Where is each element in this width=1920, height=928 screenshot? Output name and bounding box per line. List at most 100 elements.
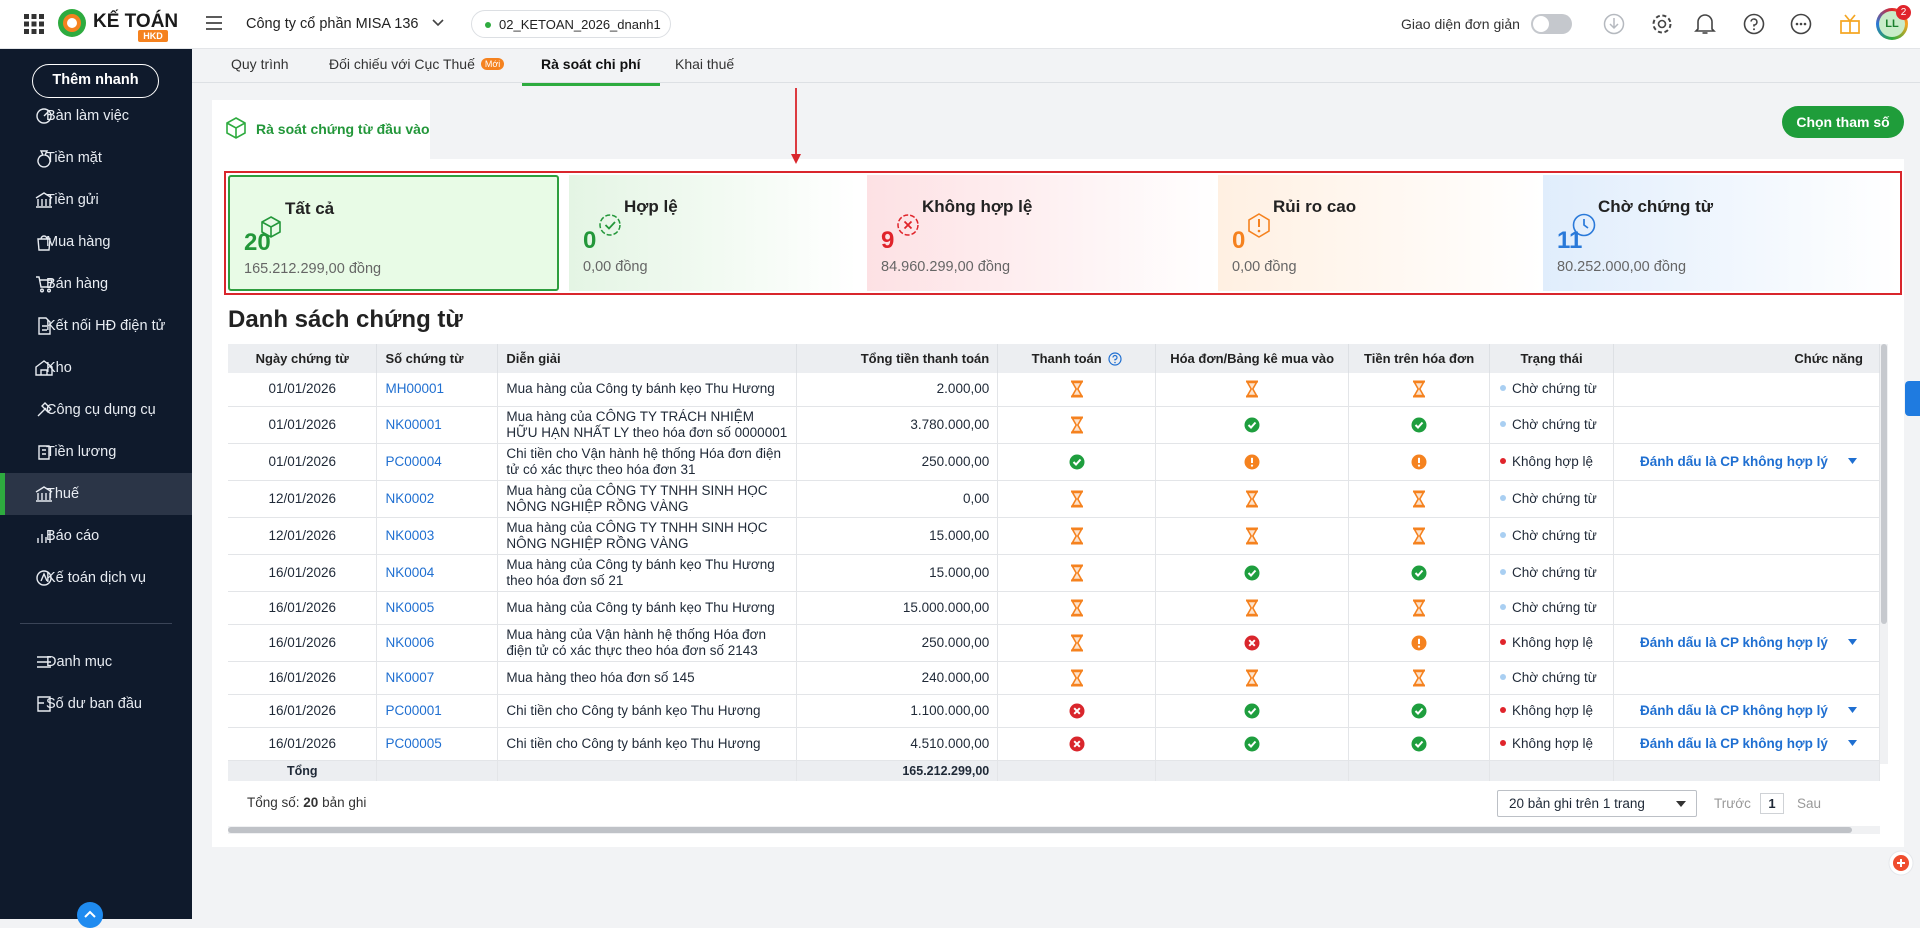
sidebar-item[interactable]: Tiền mặt — [0, 137, 192, 179]
icon-part — [1068, 453, 1086, 471]
voucher-link[interactable]: NK0007 — [385, 670, 434, 685]
sidebar-item[interactable]: Bàn làm việc — [0, 95, 192, 137]
voucher-link[interactable]: NK0006 — [385, 635, 434, 650]
sidebar-item[interactable]: Bán hàng — [0, 263, 192, 305]
table-row[interactable]: 16/01/2026NK0004Mua hàng của Công ty bán… — [228, 554, 1880, 591]
table-row[interactable]: 01/01/2026PC00004Chi tiền cho Vận hành h… — [228, 443, 1880, 480]
sidebar-item[interactable]: Mua hàng — [0, 221, 192, 263]
record-number: 20 — [303, 795, 318, 810]
table-row[interactable]: 01/01/2026NK00001Mua hàng của CÔNG TY TR… — [228, 406, 1880, 443]
cell-invoice — [1156, 517, 1349, 554]
sidebar-item[interactable]: Công cụ dụng cụ — [0, 389, 192, 431]
voucher-link[interactable]: NK0005 — [385, 600, 434, 615]
icon-part — [1068, 599, 1086, 617]
table-row[interactable]: 12/01/2026NK0002Mua hàng của CÔNG TY TNH… — [228, 480, 1880, 517]
voucher-link[interactable]: PC00004 — [385, 454, 441, 469]
tab[interactable]: Rà soát chi phí — [541, 56, 641, 72]
subtab[interactable]: Rà soát chứng từ đầu vào — [212, 100, 430, 159]
help-icon[interactable] — [1743, 13, 1765, 35]
column-header: Trạng thái — [1490, 344, 1614, 373]
next-page[interactable]: Sau — [1797, 796, 1821, 811]
app-grid[interactable] — [24, 14, 44, 34]
cell-payment — [998, 624, 1156, 661]
table-row[interactable]: 16/01/2026PC00005Chi tiền cho Công ty bá… — [228, 727, 1880, 760]
scroll-top[interactable] — [77, 902, 103, 928]
table-row[interactable]: 12/01/2026NK0003Mua hàng của CÔNG TY TNH… — [228, 517, 1880, 554]
icon-part — [1410, 735, 1428, 753]
company-name[interactable]: Công ty cổ phần MISA 136 — [246, 16, 419, 32]
side-panel-handle[interactable] — [1905, 381, 1920, 416]
total-spacer — [377, 760, 498, 781]
simple-mode-toggle[interactable] — [1531, 14, 1572, 34]
action-link[interactable]: Đánh dấu là CP không hợp lý — [1640, 635, 1828, 650]
cell-description: Mua hàng của Công ty bánh kẹo Thu Hương — [498, 591, 797, 624]
help-icon[interactable] — [1102, 351, 1122, 366]
action-caret[interactable] — [1828, 703, 1857, 718]
voucher-link[interactable]: MH00001 — [385, 381, 444, 396]
total-spacer — [1614, 760, 1880, 781]
table-row[interactable]: 16/01/2026PC00001Chi tiền cho Công ty bá… — [228, 694, 1880, 727]
cell-invoice-amount — [1349, 443, 1490, 480]
tab[interactable]: Khai thuế — [675, 56, 734, 72]
quick-add-button[interactable]: Thêm nhanh — [32, 64, 159, 98]
icon-part — [39, 14, 44, 19]
prev-page[interactable]: Trước — [1714, 796, 1751, 811]
page-size-select[interactable]: 20 bản ghi trên 1 trang — [1497, 790, 1697, 817]
icon-part — [1068, 702, 1086, 720]
voucher-link[interactable]: PC00001 — [385, 703, 441, 718]
database-pill[interactable]: 02_KETOAN_2026_dnanh1 — [471, 10, 671, 38]
download-icon[interactable] — [1603, 13, 1625, 35]
status-dot — [1500, 532, 1506, 538]
action-caret[interactable] — [1828, 635, 1857, 650]
status-label: Không hợp lệ — [1512, 736, 1593, 751]
status-icon — [1068, 416, 1086, 431]
action-caret[interactable] — [1828, 736, 1857, 751]
tab-label: Quy trình — [231, 56, 289, 72]
tab[interactable]: Quy trình — [231, 56, 289, 72]
table-row[interactable]: 16/01/2026NK0007Mua hàng theo hóa đơn số… — [228, 661, 1880, 694]
gift-icon[interactable] — [1838, 12, 1862, 36]
sidebar-item[interactable]: Kế toán dịch vụ — [0, 557, 192, 599]
voucher-link[interactable]: PC00005 — [385, 736, 441, 751]
sidebar-item[interactable]: Báo cáo — [0, 515, 192, 557]
voucher-link[interactable]: NK0002 — [385, 491, 434, 506]
tab[interactable]: Đối chiếu với Cục ThuếMới — [329, 56, 504, 72]
table-row[interactable]: 16/01/2026NK0005Mua hàng của Công ty bán… — [228, 591, 1880, 624]
more-icon[interactable] — [1790, 13, 1812, 35]
sidebar-item[interactable]: Thuế — [0, 473, 192, 515]
settings-icon[interactable] — [1650, 12, 1674, 36]
notification-icon[interactable] — [1694, 12, 1716, 36]
status-icon — [1243, 453, 1261, 468]
icon-part — [1072, 529, 1081, 542]
sidebar-item[interactable]: Kết nối HĐ điện tử — [0, 305, 192, 347]
icon-part — [1610, 18, 1618, 28]
voucher-link[interactable]: NK0003 — [385, 528, 434, 543]
cell-invoice — [1156, 554, 1349, 591]
icon-part — [1415, 601, 1424, 614]
sidebar-item[interactable]: Tiền gửi — [0, 179, 192, 221]
support-icon[interactable] — [1888, 850, 1914, 876]
action-link[interactable]: Đánh dấu là CP không hợp lý — [1640, 736, 1828, 751]
table-row[interactable]: 16/01/2026NK0006Mua hàng của Vận hành hệ… — [228, 624, 1880, 661]
table-row[interactable]: 01/01/2026MH00001Mua hàng của Công ty bá… — [228, 373, 1880, 406]
action-link[interactable]: Đánh dấu là CP không hợp lý — [1640, 454, 1828, 469]
current-page[interactable]: 1 — [1760, 793, 1784, 814]
sidebar-item[interactable]: Danh mục — [0, 641, 192, 683]
voucher-link[interactable]: NK0004 — [385, 565, 434, 580]
action-link[interactable]: Đánh dấu là CP không hợp lý — [1640, 703, 1828, 718]
choose-params-button[interactable]: Chọn tham số — [1782, 106, 1904, 138]
sidebar-label: Tiền gửi — [46, 192, 99, 208]
list-title: Danh sách chứng từ — [228, 306, 463, 334]
cell-date: 12/01/2026 — [228, 480, 377, 517]
choose-params-label: Chọn tham số — [1796, 114, 1889, 130]
sidebar-item[interactable]: Tiền lương — [0, 431, 192, 473]
sidebar-item[interactable]: Số dư ban đầu — [0, 683, 192, 725]
voucher-link[interactable]: NK00001 — [385, 417, 441, 432]
h-scroll-thumb[interactable] — [228, 827, 1852, 833]
menu-toggle[interactable] — [206, 16, 222, 30]
sidebar-item[interactable]: Kho — [0, 347, 192, 389]
company-caret[interactable] — [432, 19, 444, 27]
action-caret[interactable] — [1828, 454, 1857, 469]
v-scroll-thumb[interactable] — [1881, 344, 1887, 624]
cell-date: 01/01/2026 — [228, 373, 377, 406]
